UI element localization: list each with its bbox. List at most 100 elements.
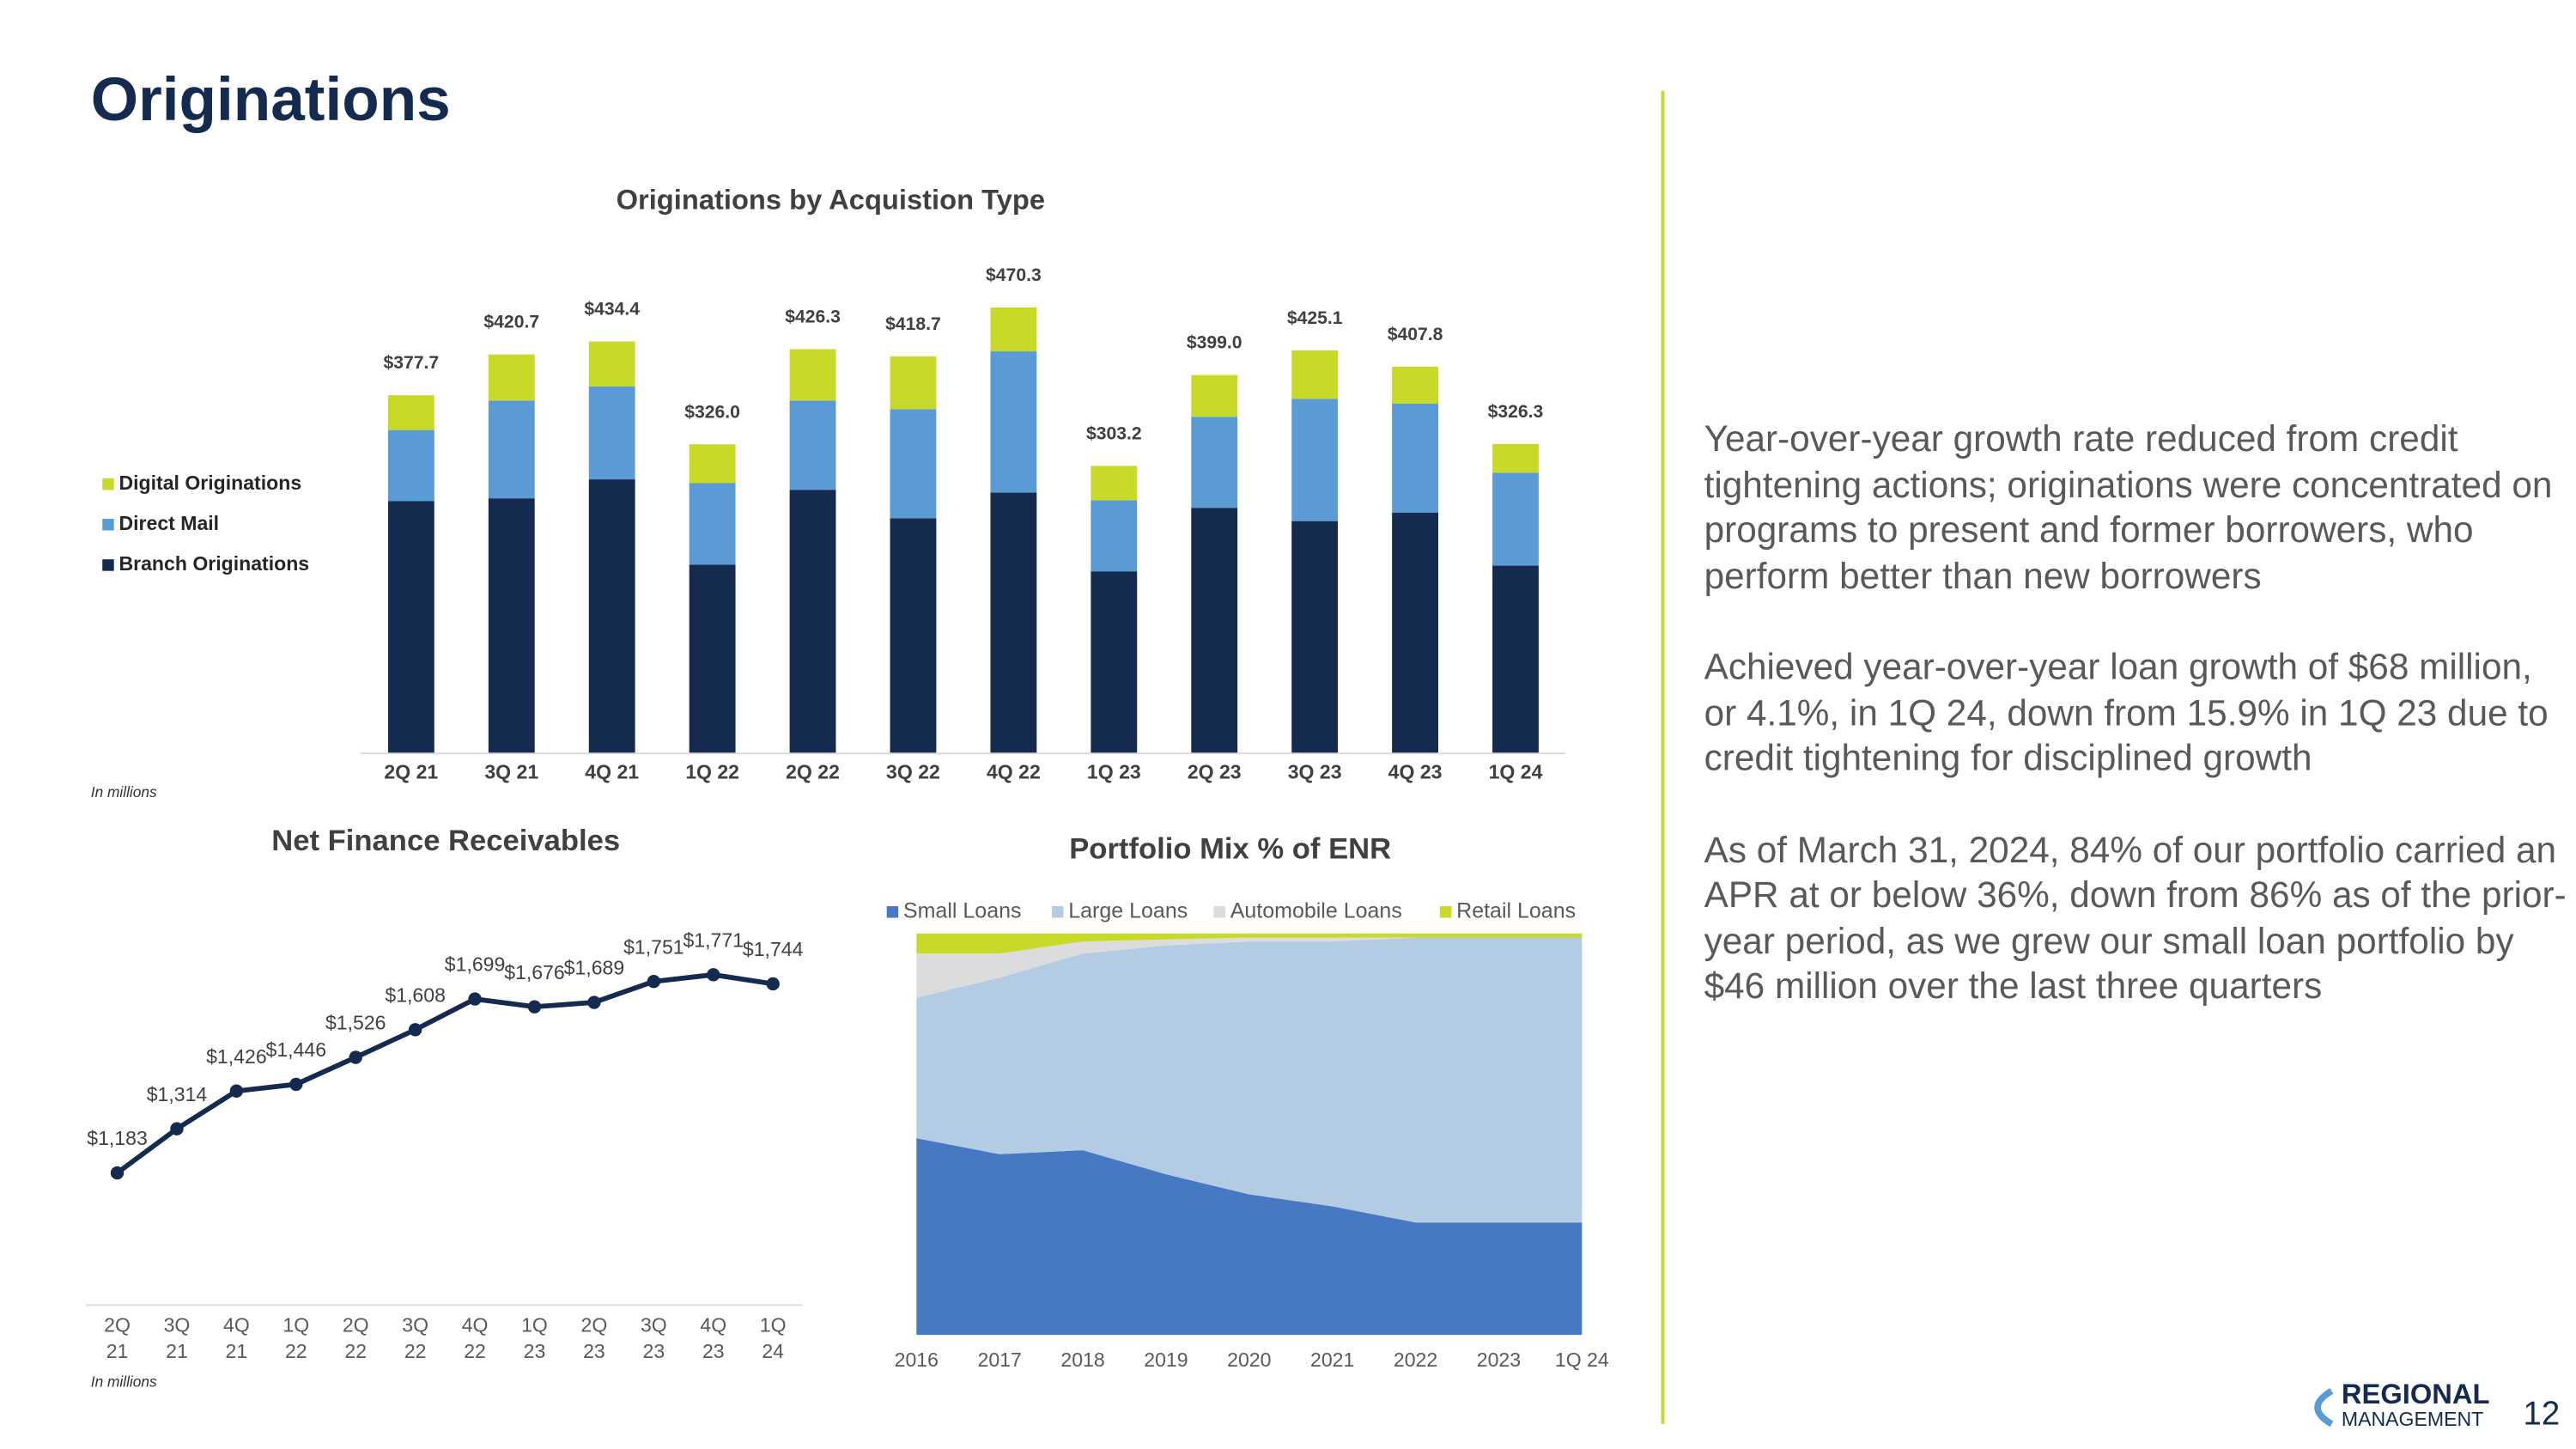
x-tick-label: 2021 (1310, 1349, 1354, 1371)
point (170, 1122, 184, 1135)
tick-line: 21 (106, 1340, 129, 1362)
total-label: $426.3 (785, 307, 841, 327)
tick-line: 3Q (164, 1314, 191, 1336)
value-label: $1,689 (564, 957, 625, 979)
bar-segment (1091, 466, 1138, 501)
point (707, 968, 720, 982)
bar-segment (1392, 403, 1438, 513)
legend-swatch (1439, 906, 1452, 918)
value-label: $1,744 (743, 938, 804, 960)
legend-swatch (102, 478, 114, 490)
bullet-list: Year-over-year growth rate reduced from … (1704, 417, 2572, 1008)
bar-segment (488, 354, 535, 401)
point (766, 977, 780, 991)
x-tick-label: 2020 (1227, 1349, 1271, 1371)
total-label: $303.2 (1086, 423, 1142, 443)
x-tick-label: 3Q 22 (402, 1314, 428, 1363)
note: In millions (91, 783, 157, 801)
value-label: $1,771 (683, 928, 744, 951)
tick-line: 3Q (402, 1314, 428, 1336)
tick-line: 24 (762, 1340, 784, 1362)
bar-segment (387, 429, 434, 502)
bar-segment (890, 356, 937, 410)
point (468, 992, 482, 1006)
bar-segment (689, 483, 736, 565)
legend-label: Digital Originations (118, 472, 301, 494)
x-tick-label: 4Q 21 (223, 1314, 250, 1363)
legend-swatch (102, 519, 114, 531)
bar-segment (1291, 350, 1339, 399)
total-label: $407.8 (1388, 325, 1443, 344)
x-tick-label: 1Q 22 (685, 760, 739, 782)
bar-segment (1091, 500, 1138, 572)
value-label: $1,183 (87, 1127, 148, 1149)
point (289, 1077, 303, 1092)
total-label: $377.7 (384, 353, 440, 373)
slide-title: Originations (91, 66, 451, 134)
point (229, 1084, 244, 1098)
legend-label: Direct Mail (118, 512, 219, 534)
note: In millions (91, 1373, 157, 1390)
bar-segment (689, 564, 736, 754)
logo-mark (2314, 1388, 2334, 1428)
x-tick-label: 2023 (1477, 1349, 1521, 1371)
bar-segment (588, 479, 635, 754)
tick-line: 2Q (343, 1314, 369, 1336)
bullet: As of March 31, 2024, 84% of our portfol… (1704, 828, 2567, 1007)
x-tick-label: 2Q 23 (581, 1314, 608, 1363)
bar-segment (890, 518, 937, 754)
x-tick-label: 2Q 22 (343, 1314, 369, 1363)
x-tick-label: 3Q 22 (886, 760, 940, 782)
value-label: $1,608 (385, 983, 446, 1006)
tick-line: 2Q (104, 1314, 131, 1336)
legend-label: Branch Originations (118, 552, 309, 575)
bar-segment (588, 386, 635, 480)
tick-line: 2Q (581, 1314, 608, 1336)
x-tick-label: 1Q 24 (1555, 1349, 1609, 1371)
bar-segment (990, 492, 1037, 754)
tick-line: 4Q (223, 1314, 250, 1336)
point (647, 975, 661, 989)
total-label: $420.7 (483, 313, 539, 332)
bar-segment (1291, 521, 1339, 754)
chart-title: Originations by Acquistion Type (617, 183, 1045, 215)
tick-line: 1Q (283, 1314, 309, 1336)
bar-segment (990, 307, 1037, 352)
value-label: $1,676 (504, 961, 565, 983)
x-tick-label: 2016 (895, 1349, 939, 1371)
x-tick-label: 4Q 23 (1388, 760, 1443, 782)
x-tick-label: 3Q 23 (641, 1314, 667, 1363)
bullet: Year-over-year growth rate reduced from … (1704, 417, 2553, 596)
logo-sub: MANAGEMENT (2342, 1408, 2483, 1430)
legend-label: Large Loans (1068, 898, 1188, 922)
value-label: $1,426 (206, 1045, 267, 1068)
x-tick-label: 2Q 23 (1188, 760, 1242, 782)
tick-line: 3Q (641, 1314, 667, 1336)
bar-segment (1392, 512, 1438, 754)
legend-swatch (1213, 906, 1225, 918)
x-tick-label: 2Q 22 (786, 760, 840, 782)
x-tick-label: 4Q 21 (585, 760, 639, 782)
total-label: $434.4 (584, 300, 640, 320)
bar-segment (689, 444, 736, 484)
tick-line: 23 (643, 1340, 665, 1362)
value-label: $1,699 (445, 953, 506, 976)
bar-segment (1392, 366, 1438, 404)
value-label: $1,446 (266, 1038, 327, 1061)
bar-segment (387, 501, 434, 754)
area (916, 937, 1583, 1223)
value-label: $1,526 (325, 1012, 386, 1034)
chart-title: Portfolio Mix % of ENR (1069, 833, 1391, 866)
x-tick-label: 4Q 22 (462, 1314, 489, 1363)
area (916, 933, 1583, 954)
x-tick-label: 3Q 21 (164, 1314, 191, 1363)
bar-segment (1492, 565, 1539, 754)
x-tick-label: 1Q 24 (760, 1314, 787, 1363)
tick-line: 1Q (521, 1314, 548, 1336)
tick-line: 4Q (462, 1314, 489, 1336)
point (349, 1050, 362, 1064)
tick-line: 21 (166, 1340, 188, 1362)
bar-segment (588, 341, 635, 387)
